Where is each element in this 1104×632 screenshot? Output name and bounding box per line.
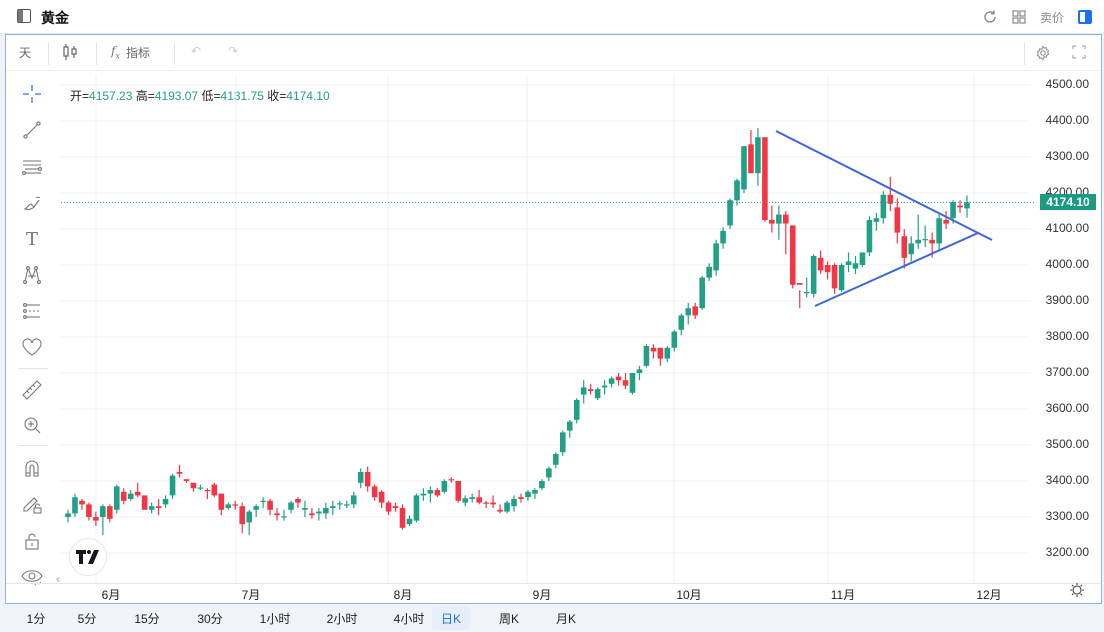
- price-tick-label: 3200.00: [1045, 545, 1089, 559]
- undo-icon[interactable]: ↶: [191, 44, 202, 58]
- ruler-icon[interactable]: [19, 377, 45, 403]
- low-label: 低=: [201, 89, 221, 103]
- price-tick-label: 3400.00: [1045, 473, 1089, 487]
- sell-price-toggle[interactable]: 卖价: [1039, 10, 1064, 25]
- timeframe-2小时[interactable]: 2小时: [326, 611, 358, 626]
- price-tick-label: 4400.00: [1045, 113, 1089, 127]
- timeframe-日K[interactable]: 日K: [432, 606, 470, 630]
- interval-button[interactable]: 天: [19, 46, 32, 60]
- grid-icon[interactable]: [1012, 10, 1026, 24]
- indicators-button[interactable]: fx 指标: [111, 44, 150, 61]
- high-value: 4193.07: [154, 89, 199, 103]
- timeframe-4小时[interactable]: 4小时: [393, 611, 425, 626]
- fullscreen-icon[interactable]: [1072, 45, 1086, 59]
- chart-toolbar: 天 fx 指标 ↶ ↷: [6, 35, 1101, 71]
- candles-icon[interactable]: [62, 43, 78, 61]
- axis-settings-icon[interactable]: [1069, 582, 1085, 603]
- candlestick-plot[interactable]: [6, 35, 1101, 583]
- time-axis[interactable]: 6月 7月 8月 9月 10月 11月 12月: [6, 583, 1101, 603]
- panel-icon[interactable]: [17, 9, 31, 23]
- month-label: 7月: [241, 588, 261, 602]
- timeframe-1分[interactable]: 1分: [26, 611, 46, 626]
- price-tick-label: 4500.00: [1045, 77, 1089, 91]
- month-label: 10月: [676, 588, 702, 602]
- price-tick-label: 3600.00: [1045, 401, 1089, 415]
- month-label: 9月: [532, 588, 552, 602]
- price-tick-label: 3500.00: [1045, 437, 1089, 451]
- chart-container: 天 fx 指标 ↶ ↷: [5, 34, 1102, 604]
- header-bar: 黄金 卖价: [0, 0, 1104, 34]
- price-tick-label: 4100.00: [1045, 221, 1089, 235]
- high-label: 高=: [135, 89, 155, 103]
- price-tick-label: 3800.00: [1045, 329, 1089, 343]
- trendline-icon[interactable]: [19, 117, 45, 143]
- ohlc-legend: 开=4157.23 高=4193.07 低=4131.75 收=4174.10: [70, 87, 330, 104]
- drawing-toolbar: T: [6, 75, 56, 603]
- timeframe-5分[interactable]: 5分: [77, 611, 97, 626]
- close-label: 收=: [267, 89, 287, 103]
- month-label: 12月: [976, 588, 1002, 602]
- indicators-label: 指标: [125, 46, 150, 60]
- magnet-icon[interactable]: [19, 455, 45, 481]
- open-value: 4157.23: [89, 89, 133, 103]
- current-price-badge: 4174.10: [1040, 194, 1096, 211]
- gear-icon[interactable]: [1035, 45, 1051, 61]
- refresh-icon[interactable]: [982, 9, 998, 25]
- month-label: 11月: [830, 588, 856, 602]
- low-value: 4131.75: [220, 89, 264, 103]
- redo-icon[interactable]: ↷: [228, 44, 239, 58]
- lock-drawing-icon[interactable]: [19, 491, 45, 517]
- crosshair-icon[interactable]: [19, 81, 45, 107]
- price-tick-label: 3700.00: [1045, 365, 1089, 379]
- prediction-icon[interactable]: [19, 298, 45, 324]
- zoom-in-icon[interactable]: [19, 412, 45, 438]
- text-icon[interactable]: T: [25, 228, 38, 250]
- close-value: 4174.10: [286, 89, 330, 103]
- price-tick-label: 3900.00: [1045, 293, 1089, 307]
- month-label: 6月: [101, 588, 121, 602]
- pattern-icon[interactable]: [19, 262, 45, 288]
- month-label: 8月: [393, 588, 413, 602]
- heart-icon[interactable]: [19, 334, 45, 360]
- price-tick-label: 4000.00: [1045, 257, 1089, 271]
- price-tick-label: 4300.00: [1045, 149, 1089, 163]
- fx-icon: fx: [111, 44, 120, 61]
- page-title: 黄金: [41, 10, 69, 26]
- fib-lines-icon[interactable]: [19, 154, 45, 180]
- timeframe-周K[interactable]: 周K: [498, 611, 519, 626]
- layout-toggle-icon[interactable]: [1078, 10, 1092, 24]
- collapse-toolbar-icon[interactable]: ‹: [56, 572, 60, 586]
- brush-icon[interactable]: [19, 190, 45, 216]
- timeframe-15分[interactable]: 15分: [134, 611, 160, 626]
- price-tick-label: 3300.00: [1045, 509, 1089, 523]
- timeframe-月K[interactable]: 月K: [555, 611, 576, 626]
- timeframe-1小时[interactable]: 1小时: [259, 611, 291, 626]
- timeframe-30分[interactable]: 30分: [197, 611, 223, 626]
- tradingview-logo[interactable]: [69, 538, 107, 576]
- lock-icon[interactable]: [19, 528, 45, 554]
- open-label: 开=: [70, 89, 90, 103]
- timeframe-bar: 1分 5分 15分 30分 1小时 2小时 4小时 日K 周K 月K: [0, 606, 1104, 632]
